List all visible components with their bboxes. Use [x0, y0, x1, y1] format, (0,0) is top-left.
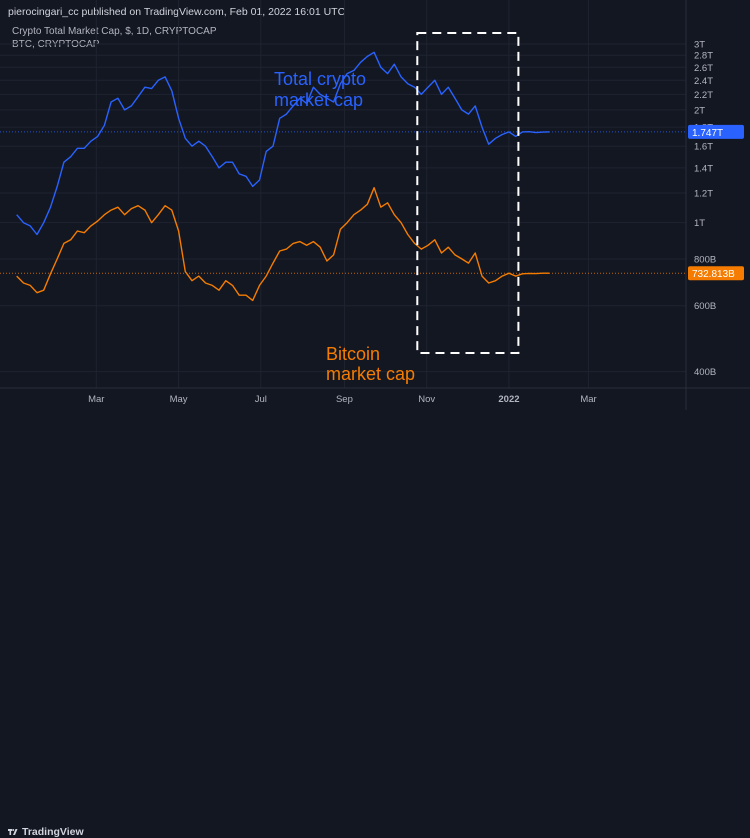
- y-tick-label: 1.4T: [694, 163, 713, 174]
- highlight-box-rect: [416, 32, 520, 354]
- x-tick-label: Jul: [255, 394, 267, 405]
- series-line-total-crypto: [16, 51, 550, 236]
- y-tick-label: 3T: [694, 40, 705, 51]
- last-value-label: 732.813B: [692, 269, 735, 280]
- last-value-badge-bg: [688, 266, 744, 281]
- grid-lines: [0, 0, 750, 410]
- last-value-badge-bg: [688, 124, 744, 139]
- last-value-labels: 1.747T 732.813B: [688, 124, 744, 281]
- y-tick-label: 400B: [694, 367, 716, 378]
- x-tick-label: Mar: [88, 394, 104, 405]
- y-tick-label: 1T: [694, 218, 705, 229]
- annotation-btc-line2: market cap: [326, 364, 415, 384]
- y-tick-label: 2T: [694, 105, 705, 116]
- x-tick-label: Mar: [580, 394, 596, 405]
- tradingview-logo-icon: [8, 829, 18, 835]
- y-tick-label: 600B: [694, 301, 716, 312]
- y-tick-label: 800B: [694, 254, 716, 265]
- y-tick-label: 2.2T: [694, 90, 713, 101]
- annotation-total-line2: market cap: [274, 90, 363, 110]
- last-value-badge: 732.813B: [688, 266, 744, 281]
- series-layer: [16, 51, 550, 302]
- y-tick-label: 1.2T: [694, 189, 713, 200]
- x-tick-label: Sep: [336, 394, 353, 405]
- y-tick-label: 2.4T: [694, 76, 713, 87]
- annotation-btc-line1: Bitcoin: [326, 344, 380, 364]
- price-axis[interactable]: 400B600B800B1T1.2T1.4T1.6T1.8T2T2.2T2.4T…: [694, 40, 716, 379]
- footer: TradingView: [0, 410, 750, 838]
- last-value-badge: 1.747T: [688, 124, 744, 139]
- y-tick-label: 2.8T: [694, 51, 713, 62]
- last-value-label: 1.747T: [692, 128, 723, 139]
- symbol-title[interactable]: Crypto Total Market Cap, $, 1D, CRYPTOCA…: [12, 26, 217, 37]
- x-tick-label: May: [170, 394, 188, 405]
- x-tick-label: 2022: [498, 394, 519, 405]
- time-axis[interactable]: Mar May Jul Sep Nov 2022 Mar: [88, 394, 597, 405]
- tradingview-brand[interactable]: TradingView: [22, 826, 84, 838]
- reference-lines: [0, 131, 686, 274]
- y-tick-label: 1.6T: [694, 142, 713, 153]
- annotation-total-line1: Total crypto: [274, 69, 366, 89]
- highlight-box: [416, 32, 520, 354]
- x-tick-label: Nov: [418, 394, 435, 405]
- series-line-bitcoin: [16, 187, 550, 302]
- y-tick-label: 2.6T: [694, 63, 713, 74]
